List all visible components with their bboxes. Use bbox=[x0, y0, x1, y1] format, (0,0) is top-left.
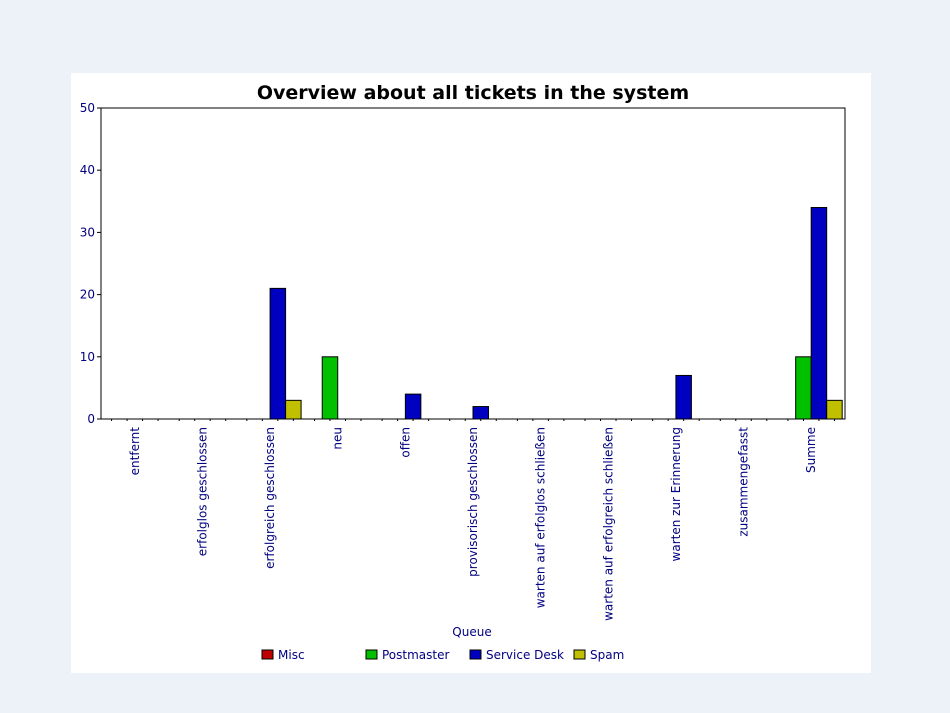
category-label: entfernt bbox=[128, 427, 142, 476]
legend-label: Spam bbox=[590, 648, 624, 662]
category-labels: entfernt erfolglos geschlossen erfolgreich… bbox=[128, 427, 818, 621]
legend-swatch bbox=[365, 649, 378, 660]
legend-swatch bbox=[573, 649, 586, 660]
y-tick-label: 30 bbox=[80, 225, 95, 239]
category-label: warten auf erfolgreich schließen bbox=[601, 427, 615, 621]
x-axis bbox=[111, 419, 835, 421]
legend-label: Misc bbox=[278, 648, 305, 662]
bar-service-desk bbox=[810, 207, 828, 420]
y-tick-label: 20 bbox=[80, 288, 95, 302]
category-label: warten auf erfolglos schließen bbox=[534, 427, 548, 608]
bar-service-desk bbox=[269, 287, 287, 420]
legend-label: Service Desk bbox=[486, 648, 564, 662]
category-label: zusammengefasst bbox=[737, 427, 751, 537]
chart-title: Overview about all tickets in the system bbox=[257, 82, 689, 104]
bar-service-desk bbox=[472, 406, 489, 420]
bar-postmaster bbox=[321, 356, 339, 420]
category-label: warten zur Erinnerung bbox=[669, 427, 683, 561]
x-axis-title: Queue bbox=[452, 625, 491, 639]
category-label: provisorisch geschlossen bbox=[466, 427, 480, 577]
bar-series-group bbox=[269, 207, 843, 420]
legend: Misc Postmaster Service Desk Spam bbox=[261, 648, 624, 662]
y-tick-label: 10 bbox=[80, 350, 95, 364]
bar-spam bbox=[826, 399, 843, 420]
category-label: erfolglos geschlossen bbox=[195, 427, 209, 556]
plot-area-frame bbox=[100, 107, 846, 420]
y-tick-label: 40 bbox=[80, 163, 95, 177]
y-tick-label: 50 bbox=[80, 101, 95, 115]
ticket-overview-chart: Overview about all tickets in the system… bbox=[80, 82, 846, 662]
bar-service-desk bbox=[404, 393, 422, 420]
category-label: offen bbox=[398, 427, 412, 458]
y-tick-label: 0 bbox=[87, 412, 95, 426]
category-label: neu bbox=[331, 427, 345, 450]
bar-postmaster bbox=[795, 356, 812, 420]
legend-swatch bbox=[261, 649, 274, 660]
category-label: Summe bbox=[804, 427, 818, 473]
chart-panel: Overview about all tickets in the system… bbox=[71, 73, 871, 673]
bar-service-desk bbox=[675, 374, 692, 420]
legend-swatch bbox=[469, 649, 482, 660]
y-axis: 0 10 20 30 40 50 bbox=[80, 101, 101, 426]
bar-spam bbox=[285, 399, 302, 420]
category-label: erfolgreich geschlossen bbox=[263, 427, 277, 569]
legend-label: Postmaster bbox=[382, 648, 449, 662]
